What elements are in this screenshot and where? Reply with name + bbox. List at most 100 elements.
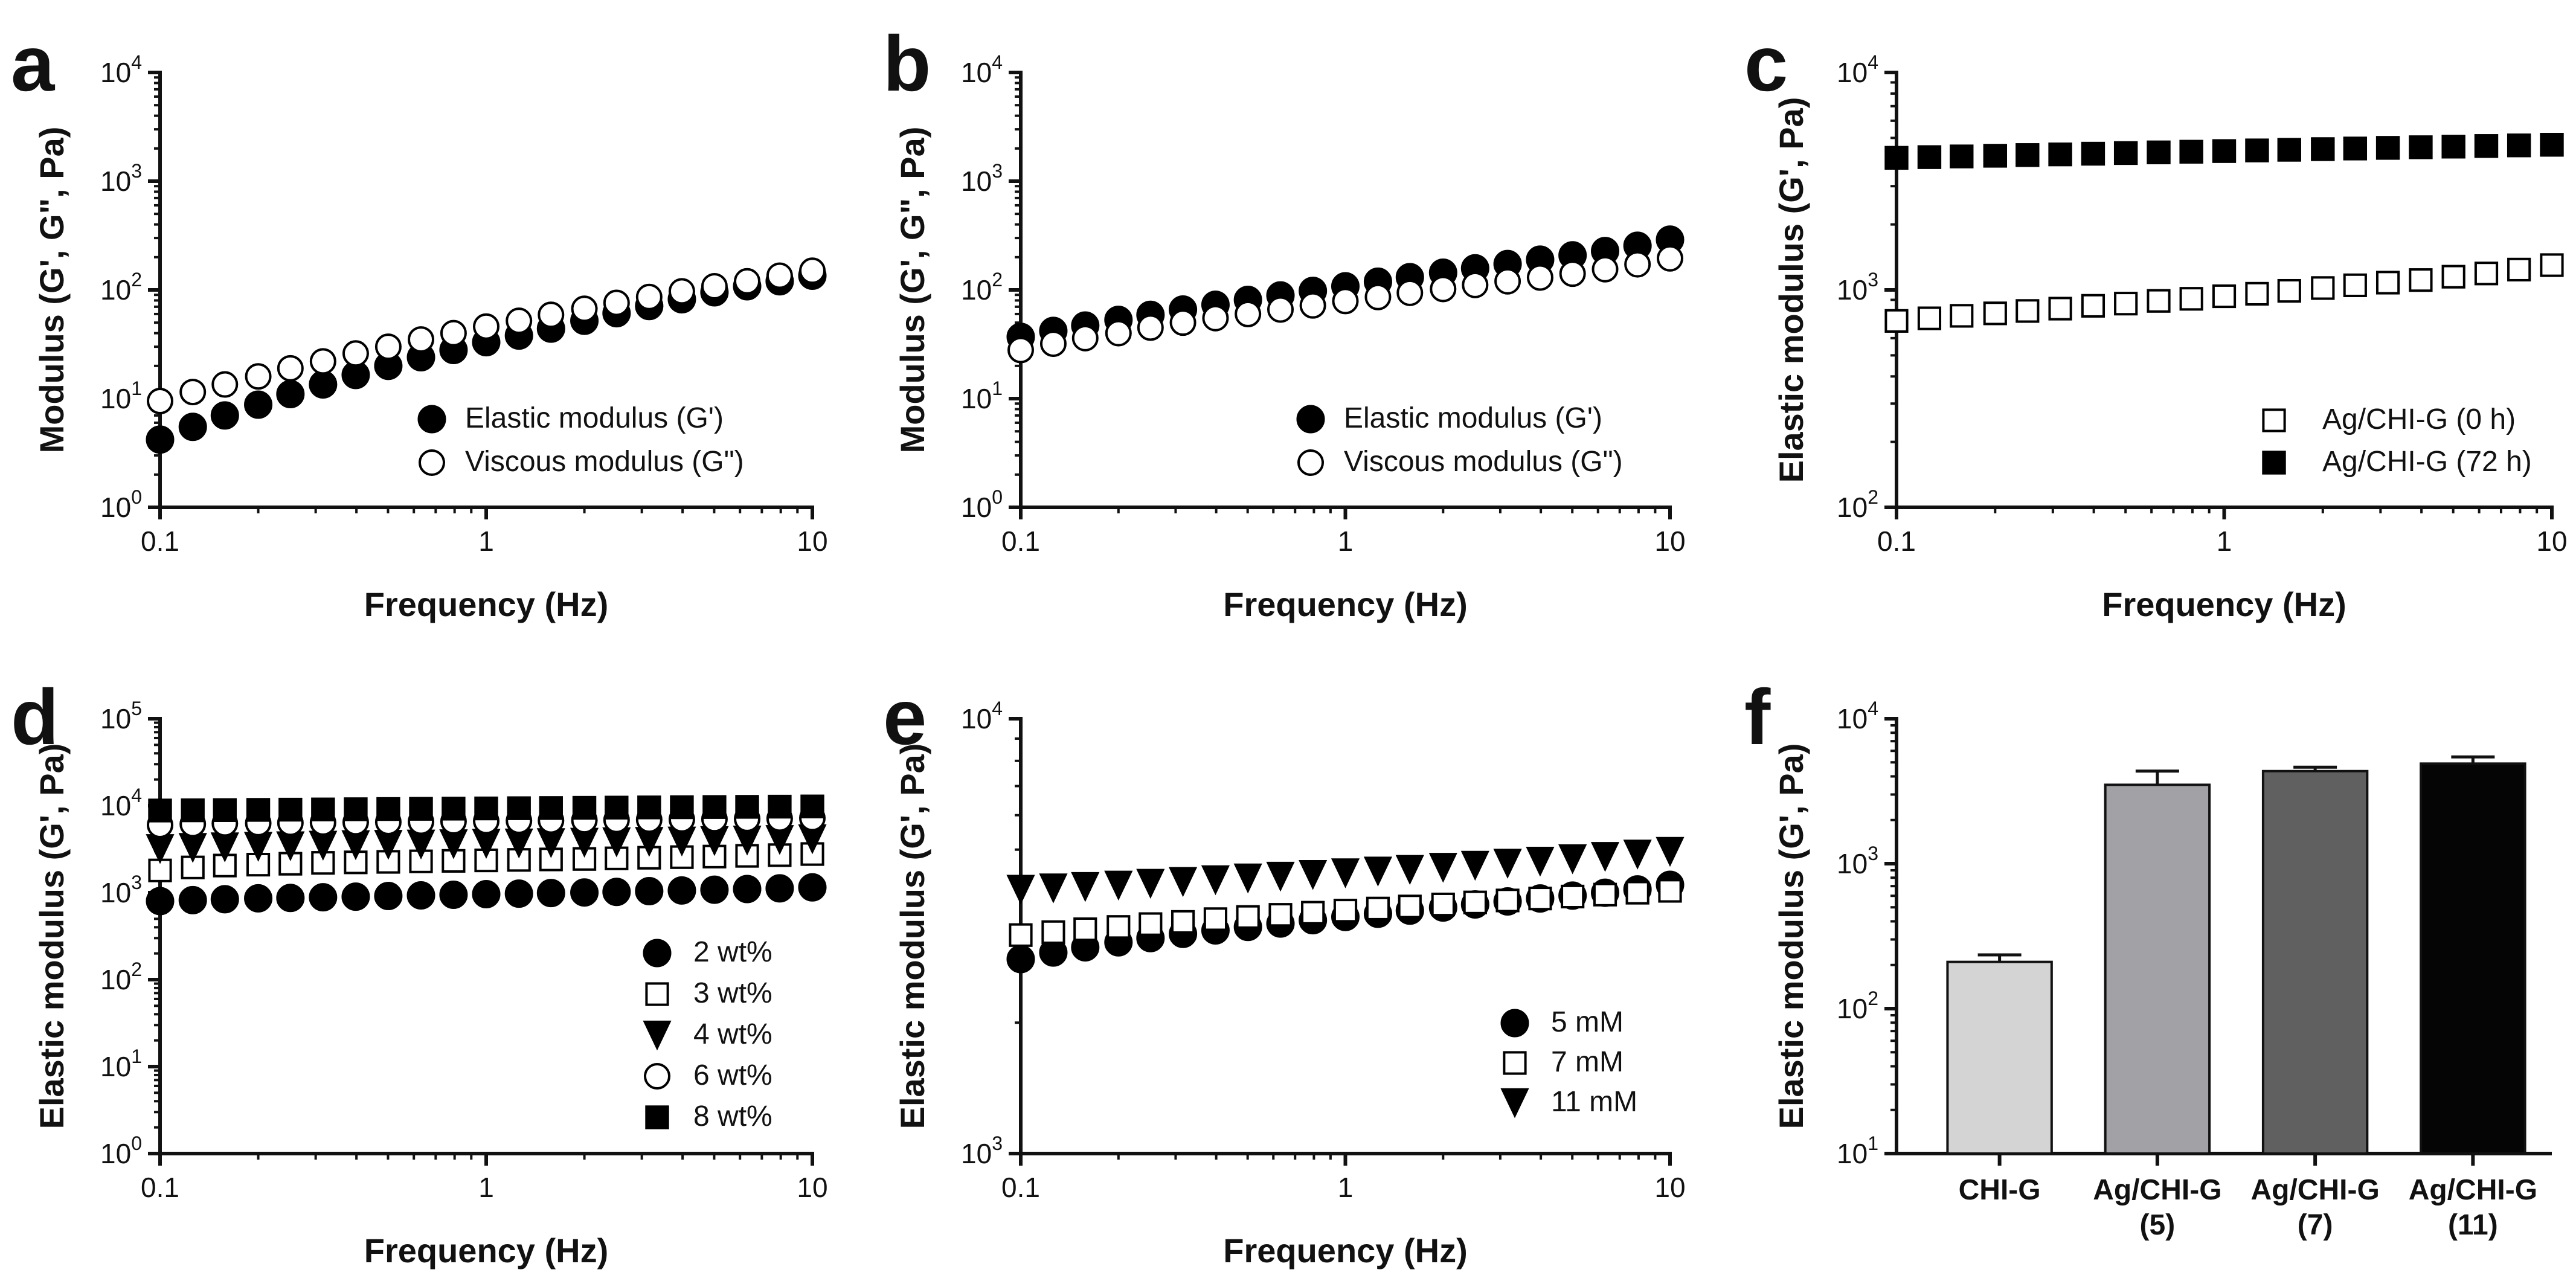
series-1	[147, 257, 826, 415]
x-tick-label: 10	[797, 1172, 827, 1203]
bar	[2420, 762, 2526, 1155]
data-point	[735, 795, 759, 819]
series-2	[1006, 836, 1685, 905]
legend-marker	[417, 405, 446, 434]
data-point	[148, 798, 172, 823]
data-point	[538, 301, 565, 329]
data-point	[603, 289, 630, 316]
y-tick-label: 100	[100, 1132, 142, 1169]
data-point	[1396, 279, 1424, 306]
data-point	[276, 380, 305, 409]
legend: Ag/CHI-G (0 h) Ag/CHI-G (72 h)	[2262, 403, 2532, 478]
data-point	[1073, 917, 1097, 942]
data-point	[1428, 853, 1457, 883]
legend-marker	[2262, 451, 2286, 475]
x-axis-label: Frequency (Hz)	[2102, 585, 2346, 623]
data-point	[277, 355, 304, 382]
y-tick-label: 102	[100, 269, 142, 306]
data-point	[1039, 330, 1067, 358]
legend-label: 2 wt%	[693, 936, 772, 968]
data-point	[1233, 863, 1262, 894]
data-point	[2507, 133, 2531, 158]
y-axis-label: Modulus (G', G", Pa)	[33, 127, 71, 454]
data-point	[536, 879, 565, 908]
y-axis-label: Elastic modulus (G', Pa)	[893, 743, 931, 1129]
y-tick-label: 101	[961, 377, 1003, 414]
data-point	[1299, 292, 1326, 319]
data-point	[2311, 276, 2335, 300]
bar	[2104, 783, 2211, 1155]
category-label: (11)	[2448, 1209, 2498, 1241]
data-point	[1331, 858, 1360, 888]
data-point	[1333, 899, 1358, 923]
data-point	[2179, 287, 2203, 311]
legend-marker	[643, 939, 672, 968]
data-point	[2114, 292, 2138, 316]
data-point	[2343, 273, 2367, 297]
y-tick-label: 105	[100, 698, 142, 734]
data-point	[2311, 137, 2335, 161]
y-tick-label: 103	[1837, 843, 1878, 879]
data-point	[2375, 136, 2400, 160]
data-point	[2016, 143, 2040, 167]
panel-letter: f	[1744, 673, 1771, 761]
data-point	[1107, 915, 1131, 939]
data-point	[700, 875, 729, 904]
data-point	[667, 876, 696, 905]
legend-marker	[643, 1020, 672, 1051]
data-point	[178, 413, 207, 441]
data-point	[1301, 901, 1325, 925]
data-point	[439, 881, 468, 910]
data-point	[1917, 145, 1942, 169]
data-point	[1203, 907, 1228, 931]
data-point	[2048, 142, 2072, 167]
y-tick-label: 101	[100, 1045, 142, 1082]
data-point	[278, 797, 303, 822]
data-point	[734, 268, 761, 295]
data-point	[1559, 260, 1586, 287]
data-point	[2245, 281, 2269, 306]
data-point	[1590, 842, 1620, 872]
y-tick-label: 100	[961, 486, 1003, 523]
data-point	[342, 340, 369, 367]
data-point	[1071, 324, 1099, 352]
data-point	[344, 797, 368, 821]
data-point	[2179, 140, 2203, 164]
data-point	[210, 401, 239, 430]
y-tick-label: 104	[961, 51, 1003, 88]
y-tick-label: 100	[100, 486, 142, 523]
data-point	[1625, 881, 1649, 905]
data-point	[1267, 296, 1294, 323]
legend-label: 5 mM	[1551, 1006, 1624, 1038]
legend-label: Viscous modulus (G")	[465, 446, 744, 478]
data-point	[506, 307, 533, 335]
data-point	[442, 849, 466, 873]
x-axis-label: Frequency (Hz)	[364, 585, 609, 623]
data-point	[1006, 945, 1035, 974]
data-point	[1950, 304, 1974, 328]
series-4	[148, 794, 824, 823]
data-point	[1431, 892, 1455, 917]
data-point	[539, 796, 563, 820]
data-point	[1623, 840, 1652, 870]
series-2	[146, 824, 827, 864]
y-axis-label: Elastic modulus (G', Pa)	[1772, 743, 1810, 1129]
panel-f: f 101 102 103 104 Elastic modulus (G', Pa) CHI…	[1744, 673, 2552, 1241]
data-point	[1592, 255, 1619, 283]
data-point	[635, 877, 664, 906]
category-label: (7)	[2298, 1209, 2333, 1241]
legend-marker	[2262, 408, 2286, 432]
data-point	[2147, 289, 2171, 313]
legend-label: Ag/CHI-G (72 h)	[2322, 446, 2532, 478]
data-point	[1171, 910, 1195, 934]
data-point	[2113, 141, 2138, 165]
data-point	[1039, 873, 1068, 904]
x-tick-label: 1	[478, 1172, 494, 1203]
data-point	[1657, 245, 1683, 272]
data-point	[1332, 287, 1359, 315]
x-tick-label: 0.1	[1001, 525, 1040, 557]
data-point	[2048, 297, 2072, 321]
legend-label: 6 wt%	[693, 1059, 772, 1091]
data-point	[1009, 923, 1033, 947]
x-tick-label: 1	[1338, 1172, 1354, 1203]
